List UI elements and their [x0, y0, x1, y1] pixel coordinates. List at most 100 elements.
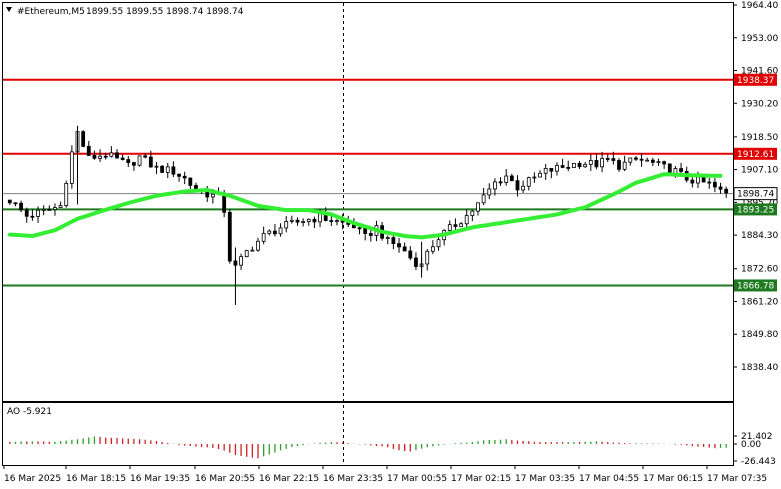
candle-body [526, 177, 531, 187]
candle-body [611, 158, 616, 161]
candle-body [154, 165, 159, 168]
candle-body [543, 168, 548, 174]
candle-body [261, 232, 266, 242]
price-tick-label: 1872.60 [741, 265, 778, 275]
level-label-current: 1898.74 [737, 190, 774, 200]
ohlc-values: 1899.55 1899.55 1898.74 1898.74 [86, 7, 244, 17]
candle-body [538, 172, 542, 178]
time-tick-label: 17 Mar 06:15 [643, 474, 703, 484]
candle-body [402, 246, 407, 252]
candle-body [645, 159, 650, 162]
candle-body [481, 194, 486, 204]
candle-body [295, 219, 300, 223]
dropdown-triangle-icon[interactable] [6, 7, 12, 12]
candle-body [679, 168, 683, 172]
price-tick-label: 1941.60 [741, 67, 778, 77]
candle-body [476, 202, 480, 212]
candle-body [588, 160, 593, 165]
candle-body [532, 176, 537, 179]
candle-body [425, 250, 430, 265]
candle-body [335, 220, 339, 223]
ao-chart-frame [2, 402, 734, 466]
candle-body [391, 237, 396, 245]
candle-body [696, 176, 700, 184]
candle-body [408, 250, 413, 259]
candle-body [81, 131, 86, 147]
candle-body [58, 205, 63, 208]
candle-body [504, 175, 509, 183]
price-tick-label: 1918.50 [741, 133, 778, 143]
level-label-support-1: 1893.25 [737, 205, 774, 215]
candle-body [470, 210, 475, 217]
candle-body [278, 227, 283, 235]
level-label-box-support-2 [734, 279, 777, 292]
candle-body [126, 159, 131, 163]
candle-body [250, 249, 255, 252]
candle-body [464, 215, 469, 225]
level-label-support-2: 1866.78 [737, 281, 774, 291]
candle-body [312, 218, 317, 223]
moving-average-line [7, 172, 723, 240]
candle-body [143, 155, 148, 158]
symbol-header: #Ethereum,M5 1899.55 1899.55 1898.74 189… [6, 7, 244, 17]
candle-body [318, 213, 322, 223]
candle-body [628, 157, 633, 163]
candle-body [667, 163, 672, 174]
level-label-resistance-1: 1912.61 [737, 150, 774, 160]
price-axis: 1964.40 1953.00 1941.60 1930.20 1918.50 1907.… [733, 1, 778, 373]
candle-body [210, 193, 215, 198]
candle-body [639, 158, 644, 161]
candle-body [656, 161, 661, 164]
candle-body [306, 218, 311, 222]
candle-body [605, 158, 610, 160]
candle-body [69, 151, 74, 184]
level-label-box-resistance-2 [734, 73, 777, 86]
time-tick-label: 17 Mar 02:15 [451, 474, 511, 484]
price-tick-label: 1849.80 [741, 330, 778, 340]
candle-body [273, 230, 277, 235]
time-tick-label: 17 Mar 00:55 [387, 474, 447, 484]
candle-body [493, 181, 497, 190]
candle-body [430, 246, 435, 252]
candle-body [239, 256, 243, 266]
candle-body [724, 188, 729, 194]
price-tick-label: 1907.10 [741, 166, 778, 176]
price-tick-label: 1884.30 [741, 231, 778, 241]
candle-body [132, 162, 136, 166]
candle-body [53, 207, 57, 211]
candle-body [712, 181, 717, 188]
candle-body [36, 209, 40, 217]
candle-body [19, 202, 24, 211]
candle-body [171, 166, 176, 175]
candle-body [515, 180, 520, 191]
candle-body [98, 155, 102, 159]
time-tick-label: 17 Mar 03:35 [515, 474, 575, 484]
candle-body [244, 250, 249, 258]
time-tick-label: 17 Mar 04:55 [579, 474, 639, 484]
candle-body [267, 230, 272, 234]
candle-body [120, 157, 125, 160]
candle-body [329, 220, 334, 222]
price-chart-frame [2, 2, 734, 402]
time-tick-label: 16 Mar 20:55 [195, 474, 255, 484]
time-axis: 16 Mar 2025 16 Mar 18:15 16 Mar 19:35 16 Ma… [3, 465, 767, 484]
price-tick-label: 1861.20 [741, 297, 778, 307]
candle-body [600, 158, 604, 168]
ao-bars [9, 436, 727, 459]
candle-body [690, 179, 695, 184]
candle-body [137, 155, 142, 166]
candle-body [414, 257, 418, 267]
candle-body [301, 221, 306, 223]
candle-body [385, 237, 390, 239]
price-tick-label: 1838.40 [741, 363, 778, 373]
candle-body [555, 165, 559, 172]
candle-body [103, 155, 108, 158]
candle-body [165, 166, 170, 173]
candle-body [560, 165, 565, 168]
time-tick-label: 16 Mar 18:15 [66, 474, 126, 484]
candle-body [707, 181, 712, 184]
price-tick-label: 1953.00 [741, 34, 778, 44]
candle-body [289, 219, 294, 222]
level-label-box-current [733, 187, 778, 201]
